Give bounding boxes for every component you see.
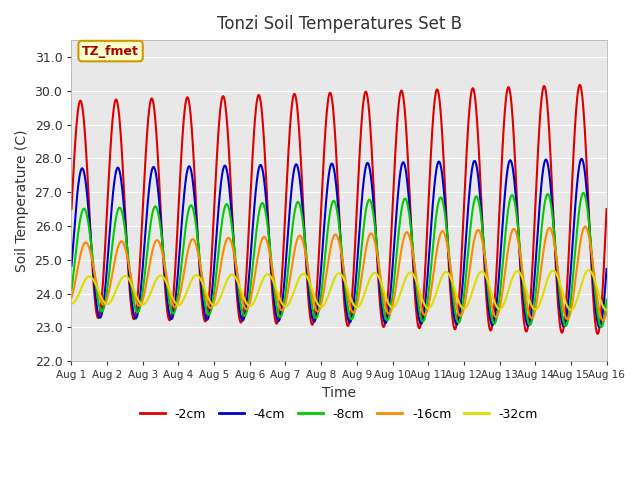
-32cm <box>294 276 302 282</box>
-4cm <box>596 324 604 330</box>
-16cm <box>372 244 380 250</box>
-8cm <box>109 238 116 243</box>
-2cm <box>131 315 138 321</box>
-8cm <box>306 283 314 289</box>
-4cm <box>131 314 138 320</box>
-8cm <box>597 324 605 330</box>
-2cm <box>594 331 602 336</box>
Line: -32cm: -32cm <box>72 270 607 311</box>
-2cm <box>306 309 314 315</box>
-32cm <box>372 270 380 276</box>
-16cm <box>306 276 314 282</box>
-32cm <box>306 280 314 286</box>
Line: -4cm: -4cm <box>72 159 607 327</box>
-4cm <box>109 192 116 198</box>
-2cm <box>316 246 323 252</box>
X-axis label: Time: Time <box>322 386 356 400</box>
-8cm <box>603 297 611 302</box>
-32cm <box>585 267 593 273</box>
-32cm <box>316 303 323 309</box>
-8cm <box>131 303 138 309</box>
-8cm <box>294 199 302 205</box>
Line: -8cm: -8cm <box>72 193 607 327</box>
-32cm <box>603 308 611 313</box>
-32cm <box>131 289 138 295</box>
-32cm <box>109 295 116 300</box>
-16cm <box>599 318 607 324</box>
-16cm <box>109 268 116 274</box>
-8cm <box>316 305 323 311</box>
-32cm <box>68 301 76 307</box>
-2cm <box>576 82 584 88</box>
-2cm <box>294 120 302 125</box>
-2cm <box>68 206 76 212</box>
-4cm <box>372 233 380 239</box>
-2cm <box>372 232 380 238</box>
-4cm <box>578 156 586 162</box>
-4cm <box>294 168 302 173</box>
Line: -2cm: -2cm <box>72 85 607 334</box>
-4cm <box>306 296 314 301</box>
-16cm <box>316 307 323 313</box>
Title: Tonzi Soil Temperatures Set B: Tonzi Soil Temperatures Set B <box>216 15 461 33</box>
-16cm <box>131 293 138 299</box>
-4cm <box>68 263 76 269</box>
-4cm <box>316 288 323 294</box>
-4cm <box>603 266 611 272</box>
-2cm <box>603 206 611 212</box>
-16cm <box>581 224 589 229</box>
Legend: -2cm, -4cm, -8cm, -16cm, -32cm: -2cm, -4cm, -8cm, -16cm, -32cm <box>135 403 543 425</box>
-8cm <box>68 287 76 292</box>
-8cm <box>579 190 587 196</box>
-16cm <box>603 309 611 314</box>
Y-axis label: Soil Temperature (C): Soil Temperature (C) <box>15 130 29 272</box>
-16cm <box>294 234 302 240</box>
-16cm <box>68 295 76 301</box>
Text: TZ_fmet: TZ_fmet <box>82 45 139 58</box>
-2cm <box>109 113 116 119</box>
Line: -16cm: -16cm <box>72 227 607 321</box>
-8cm <box>372 233 380 239</box>
